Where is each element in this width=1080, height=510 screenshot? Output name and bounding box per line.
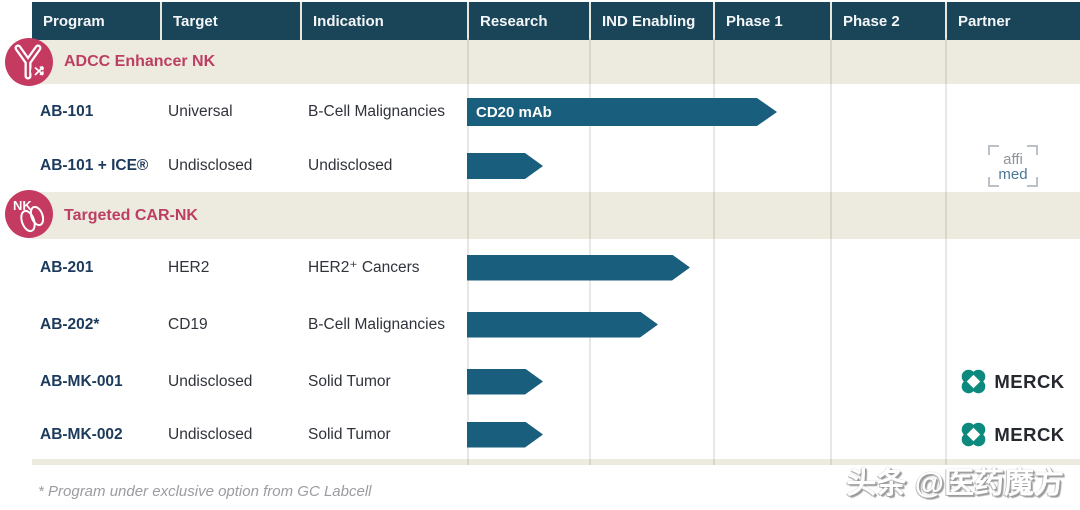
program-name: AB-101 + ICE® — [40, 157, 149, 174]
section-title: ADCC Enhancer NK — [64, 53, 216, 70]
gridline-partner-start — [945, 38, 947, 465]
column-header-ind-enabling: IND Enabling — [589, 2, 713, 40]
column-header-phase2: Phase 2 — [830, 2, 945, 40]
column-header-research: Research — [467, 2, 589, 40]
indication-cell: HER2⁺ Cancers — [308, 259, 420, 276]
column-header-phase1: Phase 1 — [713, 2, 830, 40]
target-cell: CD19 — [168, 315, 208, 333]
section-title: Targeted CAR-NK — [64, 206, 198, 224]
program-name: AB-201 — [40, 258, 94, 276]
column-header-indication: Indication — [300, 2, 467, 40]
merck-logo-text: MERCK — [994, 370, 1065, 392]
program-name: AB-202* — [40, 315, 100, 333]
merck-icon — [962, 369, 986, 394]
gridline-phase1-start — [713, 38, 715, 465]
merck-icon — [962, 422, 986, 447]
svg-text:med: med — [998, 166, 1027, 183]
svg-text:NK: NK — [13, 198, 32, 213]
pipeline-row: AB-MK-002 Undisclosed Solid Tumor MERCK — [32, 410, 1080, 459]
indication-cell: Undisclosed — [308, 157, 393, 174]
pipeline-row: AB-101 Universal B-Cell Malignancies CD20 m… — [32, 84, 1080, 140]
bar-label: CD20 mAb — [476, 103, 552, 121]
table-bottom-strip — [32, 459, 1080, 465]
section-row: ADCC Enhancer NK — [5, 38, 1080, 86]
target-cell: Universal — [168, 103, 233, 120]
merck-logo-text: MERCK — [994, 423, 1065, 445]
indication-cell: Solid Tumor — [308, 372, 391, 390]
nk-cell-icon: NK — [4, 189, 54, 239]
stage-progress-bar — [467, 153, 543, 179]
pipeline-row: AB-MK-001 Undisclosed Solid Tumor MERCK — [32, 353, 1080, 410]
program-name: AB-MK-001 — [40, 372, 123, 390]
column-header-target: Target — [160, 2, 300, 40]
target-cell: Undisclosed — [168, 372, 253, 390]
pipeline-row: AB-202* CD19 B-Cell Malignancies — [32, 296, 1080, 353]
program-name: AB-101 — [40, 103, 94, 120]
watermark-toutiao: 头条 @医药魔方 — [846, 467, 1064, 500]
affimed-logo: affi med — [945, 139, 1080, 193]
gridline-research-start — [467, 38, 469, 465]
footnote: * Program under exclusive option from GC… — [38, 483, 372, 500]
gridline-phase2-start — [830, 38, 832, 465]
svg-text:affi: affi — [1003, 151, 1023, 168]
stage-progress-bar — [467, 255, 690, 281]
stage-progress-bar: CD20 mAb — [467, 98, 777, 126]
target-cell: Undisclosed — [168, 157, 253, 174]
stage-progress-bar — [467, 369, 543, 395]
table-body: ADCC Enhancer NK AB-101 Universal B-Cell Ma… — [5, 38, 1080, 459]
table-header: Program Target Indication Research IND E… — [32, 2, 1080, 40]
pipeline-row: AB-101 + ICE® Undisclosed Undisclosed affi m… — [32, 140, 1080, 192]
merck-logo: MERCK — [945, 421, 1080, 448]
merck-logo: MERCK — [945, 368, 1080, 395]
target-cell: HER2 — [168, 258, 210, 276]
column-header-partner: Partner — [945, 2, 1080, 40]
stage-progress-bar — [467, 312, 658, 338]
indication-cell: Solid Tumor — [308, 425, 391, 443]
indication-cell: B-Cell Malignancies — [308, 315, 445, 333]
indication-cell: B-Cell Malignancies — [308, 103, 445, 120]
section-row: NK Targeted CAR-NK — [5, 190, 1080, 239]
antibody-icon — [4, 37, 54, 87]
pipeline-row: AB-201 HER2 HER2⁺ Cancers — [32, 239, 1080, 296]
pipeline-table: Program Target Indication Research IND E… — [5, 2, 1080, 465]
target-cell: Undisclosed — [168, 425, 253, 443]
gridline-ind-start — [589, 38, 591, 465]
column-header-program: Program — [32, 2, 160, 40]
program-name: AB-MK-002 — [40, 425, 123, 443]
stage-progress-bar — [467, 422, 543, 448]
